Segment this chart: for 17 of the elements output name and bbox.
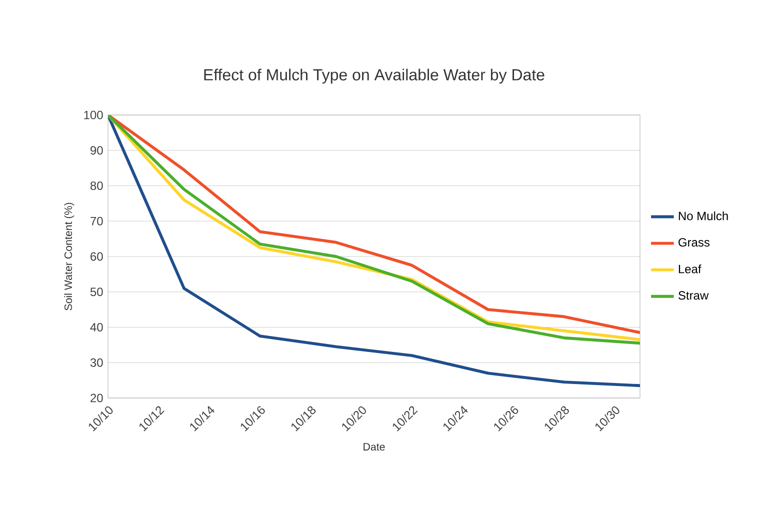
y-tick-label: 80: [90, 181, 103, 190]
y-axis-title: Soil Water Content (%): [64, 202, 74, 310]
y-tick-label: 30: [90, 358, 103, 367]
legend-label: Straw: [678, 291, 709, 300]
y-tick-label: 90: [90, 146, 103, 155]
y-tick-label: 70: [90, 216, 103, 226]
y-tick-label: 60: [90, 252, 103, 261]
y-tick-label: 100: [84, 110, 103, 120]
legend-label: Grass: [678, 238, 710, 247]
y-tick-label: 50: [90, 288, 103, 296]
line-series: [108, 115, 640, 388]
y-tick-label: 40: [90, 322, 103, 332]
legend-label: Leaf: [678, 264, 702, 274]
y-tick-label: 20: [90, 394, 103, 402]
x-axis-title: Date: [364, 443, 385, 451]
chart-title: Effect of Mulch Type on Available Water by Date: [204, 68, 544, 84]
legend-label: No Mulch: [678, 211, 728, 220]
